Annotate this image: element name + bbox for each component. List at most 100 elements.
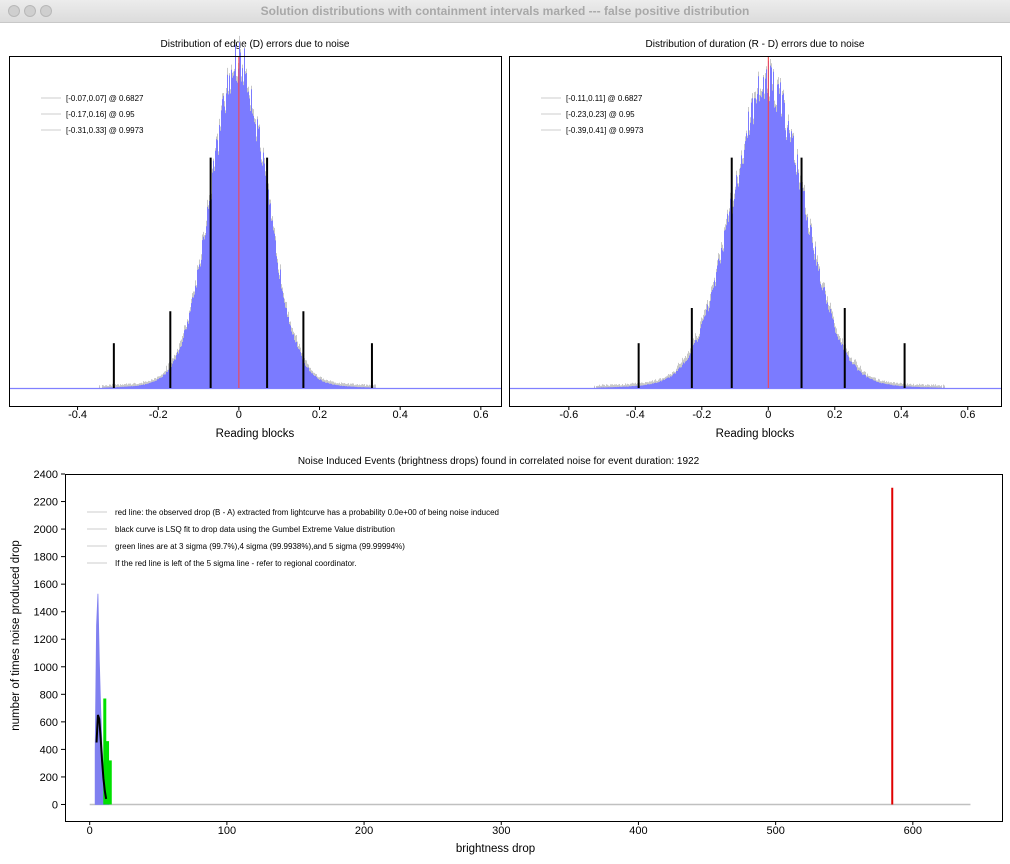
histogram-bar [287, 315, 288, 388]
histogram-bar [322, 380, 323, 388]
histogram-bar [145, 383, 146, 388]
histogram-bar [718, 257, 719, 388]
histogram-bar [786, 139, 787, 388]
histogram-bar [208, 207, 209, 388]
histogram-bar [253, 114, 254, 388]
histogram-bar [701, 323, 702, 388]
histogram-bar [693, 343, 694, 388]
histogram-bar [630, 385, 631, 388]
histogram-bar [895, 384, 896, 388]
histogram-bar [343, 384, 344, 388]
histogram-bar [312, 372, 313, 388]
histogram-bar [788, 120, 789, 388]
histogram-bar [285, 306, 286, 388]
zoom-window-button[interactable] [40, 5, 52, 17]
histogram-bar [682, 363, 683, 388]
histogram-bar [742, 162, 743, 388]
legend-entry-1: [-0.11,0.11] @ 0.6827 [566, 94, 643, 103]
histogram-bar [152, 380, 153, 388]
histogram-bar [867, 375, 868, 388]
histogram-bar [184, 329, 185, 388]
histogram-bar [917, 385, 918, 388]
histogram-bar [160, 376, 161, 388]
histogram-bar [350, 385, 351, 388]
histogram-bar [735, 188, 736, 388]
histogram-bar [805, 213, 806, 388]
histogram-bar [793, 134, 794, 388]
histogram-bar [699, 335, 700, 388]
x-axis-label: Reading blocks [216, 428, 295, 440]
histogram-bar [772, 89, 773, 389]
histogram-bar [185, 328, 186, 388]
histogram-bar [165, 373, 166, 388]
histogram-bar [243, 84, 244, 389]
histogram-bar [241, 80, 242, 389]
histogram-bar [820, 282, 821, 388]
legend-entry-2: black curve is LSQ fit to drop data usin… [115, 525, 395, 534]
histogram-bar [123, 385, 124, 388]
histogram-bar [673, 372, 674, 388]
histogram-bar [854, 363, 855, 388]
histogram-bar [276, 255, 277, 388]
histogram-bar [744, 148, 745, 388]
histogram-bar [354, 385, 355, 388]
histogram-bar [339, 384, 340, 388]
histogram-bar [813, 249, 814, 388]
histogram-bar [308, 366, 309, 388]
histogram-bar [637, 384, 638, 388]
histogram-bar [216, 138, 217, 388]
histogram-bar [179, 348, 180, 388]
histogram-bar [765, 77, 766, 388]
histogram-bar [646, 384, 647, 388]
y-tick-label: 200 [40, 772, 58, 784]
histogram-bar [751, 101, 752, 388]
histogram-bar [670, 375, 671, 388]
histogram-bar [629, 385, 630, 388]
histogram-bar [619, 385, 620, 388]
histogram-bar [846, 351, 847, 388]
histogram-bar [326, 381, 327, 388]
histogram-bar [128, 385, 129, 388]
histogram-bar [163, 373, 164, 388]
histogram-bar [865, 374, 866, 388]
histogram-bar [843, 348, 844, 388]
histogram-bar [683, 361, 684, 388]
histogram-bar [135, 384, 136, 388]
histogram-bar [230, 92, 231, 388]
histogram-bar [763, 76, 764, 388]
histogram-bar [323, 380, 324, 388]
histogram-bar [288, 315, 289, 388]
histogram-bar [222, 98, 223, 388]
histogram-bar [622, 385, 623, 388]
histogram-bar [641, 384, 642, 388]
histogram-bar [268, 188, 269, 388]
histogram-bar [180, 346, 181, 388]
legend-entry-1: [-0.07,0.07] @ 0.6827 [66, 94, 144, 103]
histogram-bar [187, 320, 188, 388]
histogram-bar [729, 210, 730, 388]
histogram-bar [874, 379, 875, 388]
histogram-bars [594, 59, 945, 389]
y-tick-label: 2200 [34, 497, 58, 509]
histogram-bar [792, 136, 793, 388]
plot-frame [509, 56, 1002, 407]
histogram-bar [777, 83, 778, 389]
histogram-bar [860, 370, 861, 388]
histogram-bar [275, 239, 276, 388]
histogram-bar [736, 174, 737, 388]
histogram-bar [168, 368, 169, 388]
histogram-bar [795, 164, 796, 388]
histogram-bar [785, 129, 786, 388]
histogram-bar [833, 318, 834, 388]
histogram-bar [671, 375, 672, 388]
histogram-bar [289, 323, 290, 388]
histogram-bar [656, 381, 657, 388]
histogram-bar [242, 67, 243, 388]
histogram-bar [884, 382, 885, 388]
histogram-bar [758, 75, 759, 388]
minimize-window-button[interactable] [24, 5, 36, 17]
close-window-button[interactable] [8, 5, 20, 17]
histogram-bar [661, 380, 662, 388]
histogram-bar [632, 385, 633, 388]
y-tick-label: 1800 [34, 552, 58, 564]
